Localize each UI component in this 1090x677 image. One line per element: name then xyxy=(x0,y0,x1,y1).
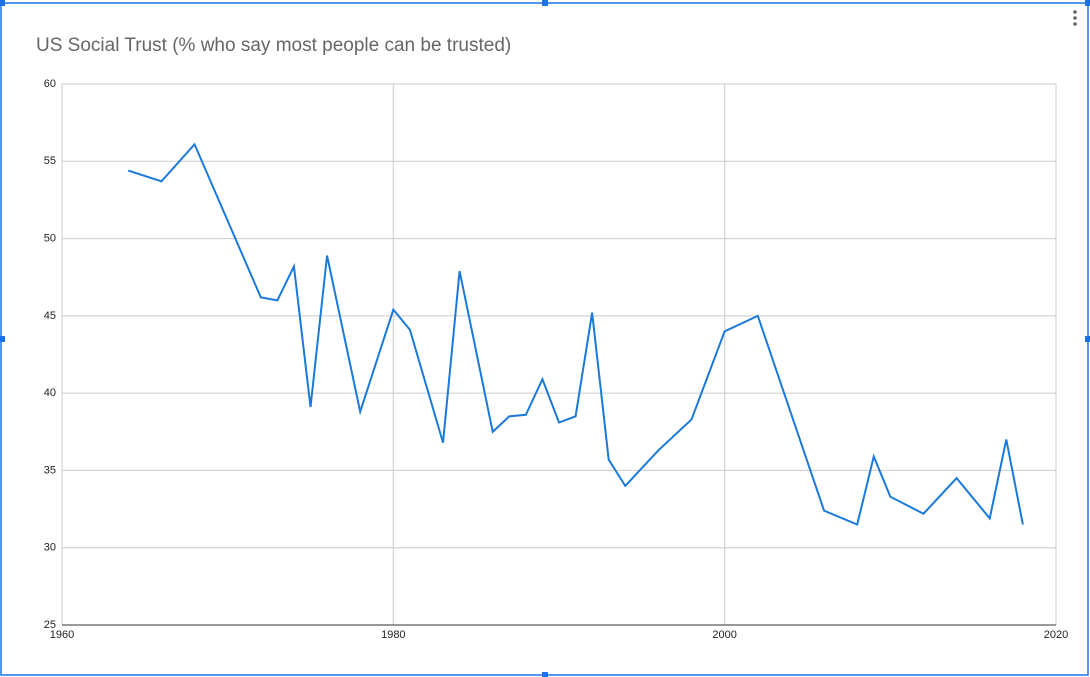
resize-handle[interactable] xyxy=(542,672,548,677)
y-tick-label: 25 xyxy=(44,619,56,631)
resize-handle[interactable] xyxy=(1085,0,1090,6)
data-line xyxy=(127,142,1024,526)
y-tick-label: 50 xyxy=(44,232,56,244)
y-tick-label: 30 xyxy=(44,542,56,554)
resize-handle[interactable] xyxy=(1085,336,1090,342)
y-tick-label: 60 xyxy=(44,78,56,90)
menu-button[interactable] xyxy=(1073,10,1077,26)
y-tick-label: 35 xyxy=(44,464,56,476)
x-tick-label: 2020 xyxy=(1044,629,1068,641)
y-tick-label: 45 xyxy=(44,310,56,322)
resize-handle[interactable] xyxy=(542,0,548,6)
chart-title: US Social Trust (% who say most people c… xyxy=(36,35,511,56)
x-tick-label: 1980 xyxy=(381,629,405,641)
x-tick-label: 2000 xyxy=(712,629,736,641)
y-tick-label: 55 xyxy=(44,155,56,167)
x-tick-label: 1960 xyxy=(50,629,74,641)
y-tick-label: 40 xyxy=(44,387,56,399)
resize-handle[interactable] xyxy=(0,0,5,6)
resize-handle[interactable] xyxy=(0,336,5,342)
